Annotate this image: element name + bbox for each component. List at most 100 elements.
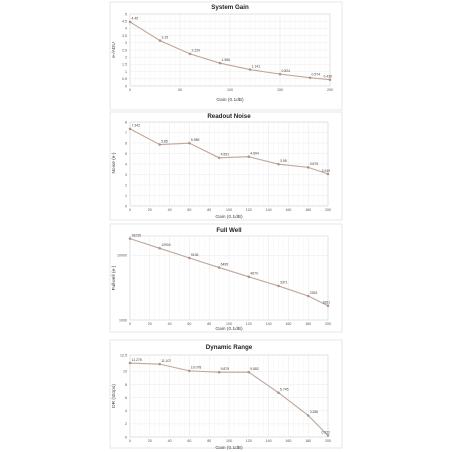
data-label: 0.222 [322,430,331,434]
y-tick-label: 1.5 [122,63,127,67]
series-line [129,238,329,307]
y-tick-label: 4 [125,27,127,31]
x-tick-label: 40 [168,439,172,443]
x-tick-label: 160 [285,208,291,212]
x-tick-label: 80 [207,439,211,443]
data-label: 4.591 [221,153,230,157]
data-point [306,166,310,169]
y-tick-label: 10 [123,370,127,374]
data-label: 4.694 [250,152,259,156]
x-tick-label: 140 [266,439,272,443]
y-tick-label: 7 [125,131,127,135]
y-axis-label: Noise (e-) [111,152,117,173]
x-tick-label: 0 [129,88,131,92]
data-point [248,68,252,71]
x-tick-label: 120 [246,208,252,212]
x-tick-label: 160 [285,322,291,326]
data-label: 1661 [322,301,330,305]
data-label: 9.875 [221,367,230,371]
data-label: 4.45 [132,17,139,21]
y-tick-label: 4.5 [122,20,127,24]
y-tick-label: 10000 [117,254,127,258]
data-label: 5.985 [191,138,200,142]
data-point [278,72,282,76]
y-tick-label: 2 [125,56,127,60]
data-label: 9136 [191,253,199,257]
data-point [217,266,221,269]
chart-panel-3: 0 20 40 60 80 100 120 140 160 180 200 0 2 4 6 8 10 12.5 11… [109,339,343,451]
data-point [188,52,192,56]
data-label: 1.141 [252,64,261,68]
y-tick-label: 0 [125,84,127,88]
x-tick-label: 60 [187,439,191,443]
data-label: 2353 [310,291,318,295]
data-point [128,237,132,240]
plot-area [129,354,329,438]
x-tick-label: 60 [187,322,191,326]
data-label: 3.98 [280,159,287,163]
y-tick-label: 1 [125,70,127,74]
data-label: 1.586 [222,58,231,62]
y-tick-label: 1000 [119,318,127,322]
data-point [247,370,251,374]
x-tick-label: 200 [325,439,331,443]
x-tick-label: 160 [285,439,291,443]
x-tick-label: 40 [168,322,172,326]
y-tick-label: 2 [125,183,127,187]
x-tick-label: 0 [129,208,131,212]
data-label: 0.824 [282,69,291,73]
data-label: 9.882 [250,367,259,371]
data-label: 6.745 [280,388,289,392]
data-point [247,275,251,279]
x-tick-label: 80 [207,208,211,212]
y-tick-label: 6 [125,141,127,145]
x-tick-label: 80 [207,322,211,326]
x-tick-label: 20 [148,322,152,326]
data-point [158,143,161,146]
x-tick-label: 200 [325,322,331,326]
x-tick-label: 120 [246,439,252,443]
data-label: 5.85 [161,139,168,143]
data-label: 3.15 [162,35,169,39]
x-tick-label: 40 [168,208,172,212]
x-tick-label: 200 [325,208,331,212]
data-label: 10.078 [191,366,201,370]
data-label: 6495 [221,262,229,266]
x-axis-label: Gain (0.1dB) [216,97,244,103]
y-tick-label: 5 [125,152,127,156]
x-tick-label: 100 [227,88,233,92]
x-tick-label: 20 [148,439,152,443]
data-label: 4670 [250,272,258,276]
x-tick-label: 50 [178,88,182,92]
data-point [306,294,310,298]
y-tick-label: 2.5 [122,48,127,52]
data-point [326,304,330,308]
data-label: 7.342 [132,124,141,128]
data-label: 3.049 [322,169,331,173]
x-tick-label: 180 [305,322,311,326]
series-line [129,21,331,81]
y-tick-label: 8 [125,383,127,387]
y-tick-label: 0 [125,204,127,208]
x-tick-label: 180 [305,208,311,212]
x-tick-label: 100 [226,208,232,212]
x-axis-label: Gain (0.1dB) [215,445,243,451]
y-tick-label: 12.5 [120,353,127,357]
x-tick-label: 100 [226,439,232,443]
data-label: 11.278 [132,358,142,362]
chart-panel-1: 0 20 40 60 80 100 120 140 160 180 200 0 1 2 3 4 5 6 7 8 7.34… [109,111,343,221]
data-point [326,172,330,176]
data-point [328,78,332,81]
chart-title: Readout Noise [207,113,251,120]
y-tick-label: 1 [125,194,127,198]
data-point [128,361,132,365]
data-point [217,156,221,160]
plot-area [129,121,329,207]
data-point [188,141,191,145]
series-line [129,362,329,436]
y-tick-label: 3 [125,41,127,45]
data-point [326,434,330,437]
x-tick-label: 180 [305,439,311,443]
data-point [217,370,221,374]
